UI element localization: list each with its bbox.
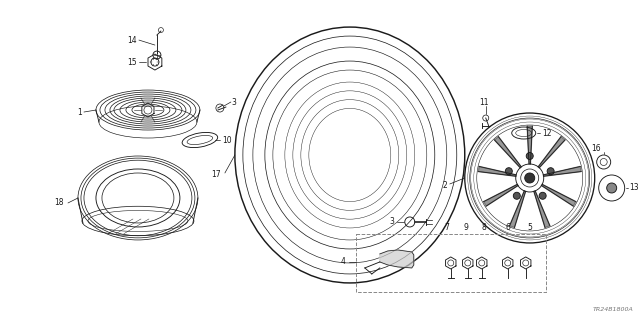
Text: 1: 1 [77, 108, 82, 116]
Text: 15: 15 [127, 58, 137, 67]
Text: 3: 3 [389, 218, 394, 227]
Text: TR24B1800A: TR24B1800A [593, 307, 634, 312]
Circle shape [539, 192, 546, 199]
Text: 11: 11 [479, 98, 488, 107]
Polygon shape [494, 137, 522, 168]
Text: 2: 2 [442, 181, 447, 190]
Polygon shape [534, 191, 550, 228]
Polygon shape [538, 137, 565, 168]
Text: 16: 16 [591, 143, 600, 153]
Polygon shape [478, 166, 516, 176]
Text: 7: 7 [444, 223, 449, 232]
Polygon shape [543, 166, 581, 176]
Circle shape [513, 192, 520, 199]
Text: 3: 3 [232, 98, 237, 107]
Text: 14: 14 [127, 36, 137, 44]
Circle shape [607, 183, 617, 193]
Circle shape [506, 168, 512, 175]
Polygon shape [509, 191, 525, 228]
Text: 17: 17 [211, 171, 221, 180]
Text: 8: 8 [481, 223, 486, 232]
Polygon shape [483, 184, 518, 206]
Text: 6: 6 [506, 223, 510, 232]
Text: 9: 9 [463, 223, 468, 232]
Circle shape [525, 173, 535, 183]
Polygon shape [541, 184, 576, 206]
Text: 5: 5 [527, 223, 532, 232]
Text: 13: 13 [630, 183, 639, 193]
Text: 18: 18 [54, 198, 64, 207]
Polygon shape [380, 250, 414, 268]
Bar [356, 234, 546, 292]
Polygon shape [527, 126, 532, 164]
Text: 10: 10 [222, 135, 232, 145]
Circle shape [547, 168, 554, 175]
Text: 12: 12 [541, 129, 551, 138]
Text: 4: 4 [341, 258, 346, 267]
Circle shape [526, 153, 533, 159]
